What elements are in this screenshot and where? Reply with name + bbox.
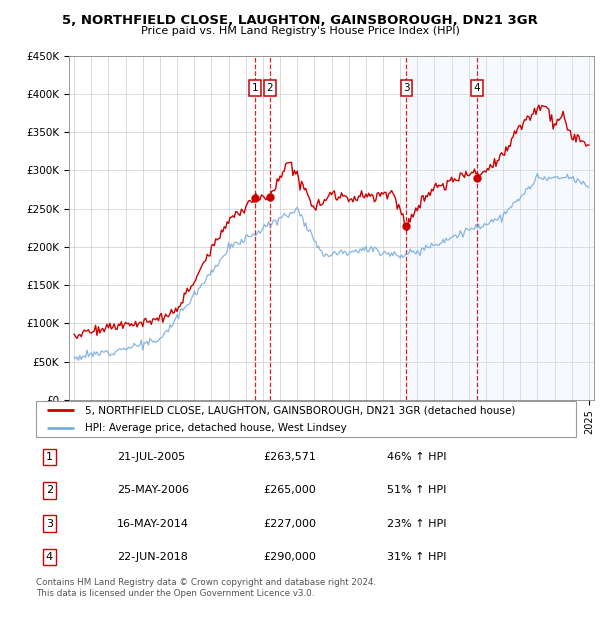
- Text: 3: 3: [403, 83, 410, 93]
- Text: 31% ↑ HPI: 31% ↑ HPI: [387, 552, 446, 562]
- Text: £227,000: £227,000: [263, 518, 316, 528]
- Text: This data is licensed under the Open Government Licence v3.0.: This data is licensed under the Open Gov…: [36, 589, 314, 598]
- Text: 2: 2: [266, 83, 273, 93]
- Text: 25-MAY-2006: 25-MAY-2006: [117, 485, 189, 495]
- Text: £290,000: £290,000: [263, 552, 316, 562]
- Text: 2: 2: [46, 485, 53, 495]
- Text: 5, NORTHFIELD CLOSE, LAUGHTON, GAINSBOROUGH, DN21 3GR: 5, NORTHFIELD CLOSE, LAUGHTON, GAINSBORO…: [62, 14, 538, 27]
- Text: 16-MAY-2014: 16-MAY-2014: [117, 518, 189, 528]
- Text: 22-JUN-2018: 22-JUN-2018: [117, 552, 188, 562]
- Text: 4: 4: [473, 83, 480, 93]
- FancyBboxPatch shape: [36, 401, 576, 437]
- Text: 23% ↑ HPI: 23% ↑ HPI: [387, 518, 446, 528]
- Text: 21-JUL-2005: 21-JUL-2005: [117, 452, 185, 462]
- Text: £263,571: £263,571: [263, 452, 316, 462]
- Text: 5, NORTHFIELD CLOSE, LAUGHTON, GAINSBOROUGH, DN21 3GR (detached house): 5, NORTHFIELD CLOSE, LAUGHTON, GAINSBORO…: [85, 405, 515, 415]
- Bar: [406, 56, 594, 400]
- Text: HPI: Average price, detached house, West Lindsey: HPI: Average price, detached house, West…: [85, 423, 346, 433]
- Text: 51% ↑ HPI: 51% ↑ HPI: [387, 485, 446, 495]
- Text: Contains HM Land Registry data © Crown copyright and database right 2024.: Contains HM Land Registry data © Crown c…: [36, 578, 376, 587]
- Text: 1: 1: [251, 83, 258, 93]
- Text: 46% ↑ HPI: 46% ↑ HPI: [387, 452, 446, 462]
- Text: 3: 3: [46, 518, 53, 528]
- Text: Price paid vs. HM Land Registry's House Price Index (HPI): Price paid vs. HM Land Registry's House …: [140, 26, 460, 36]
- Text: £265,000: £265,000: [263, 485, 316, 495]
- Text: 1: 1: [46, 452, 53, 462]
- Text: 4: 4: [46, 552, 53, 562]
